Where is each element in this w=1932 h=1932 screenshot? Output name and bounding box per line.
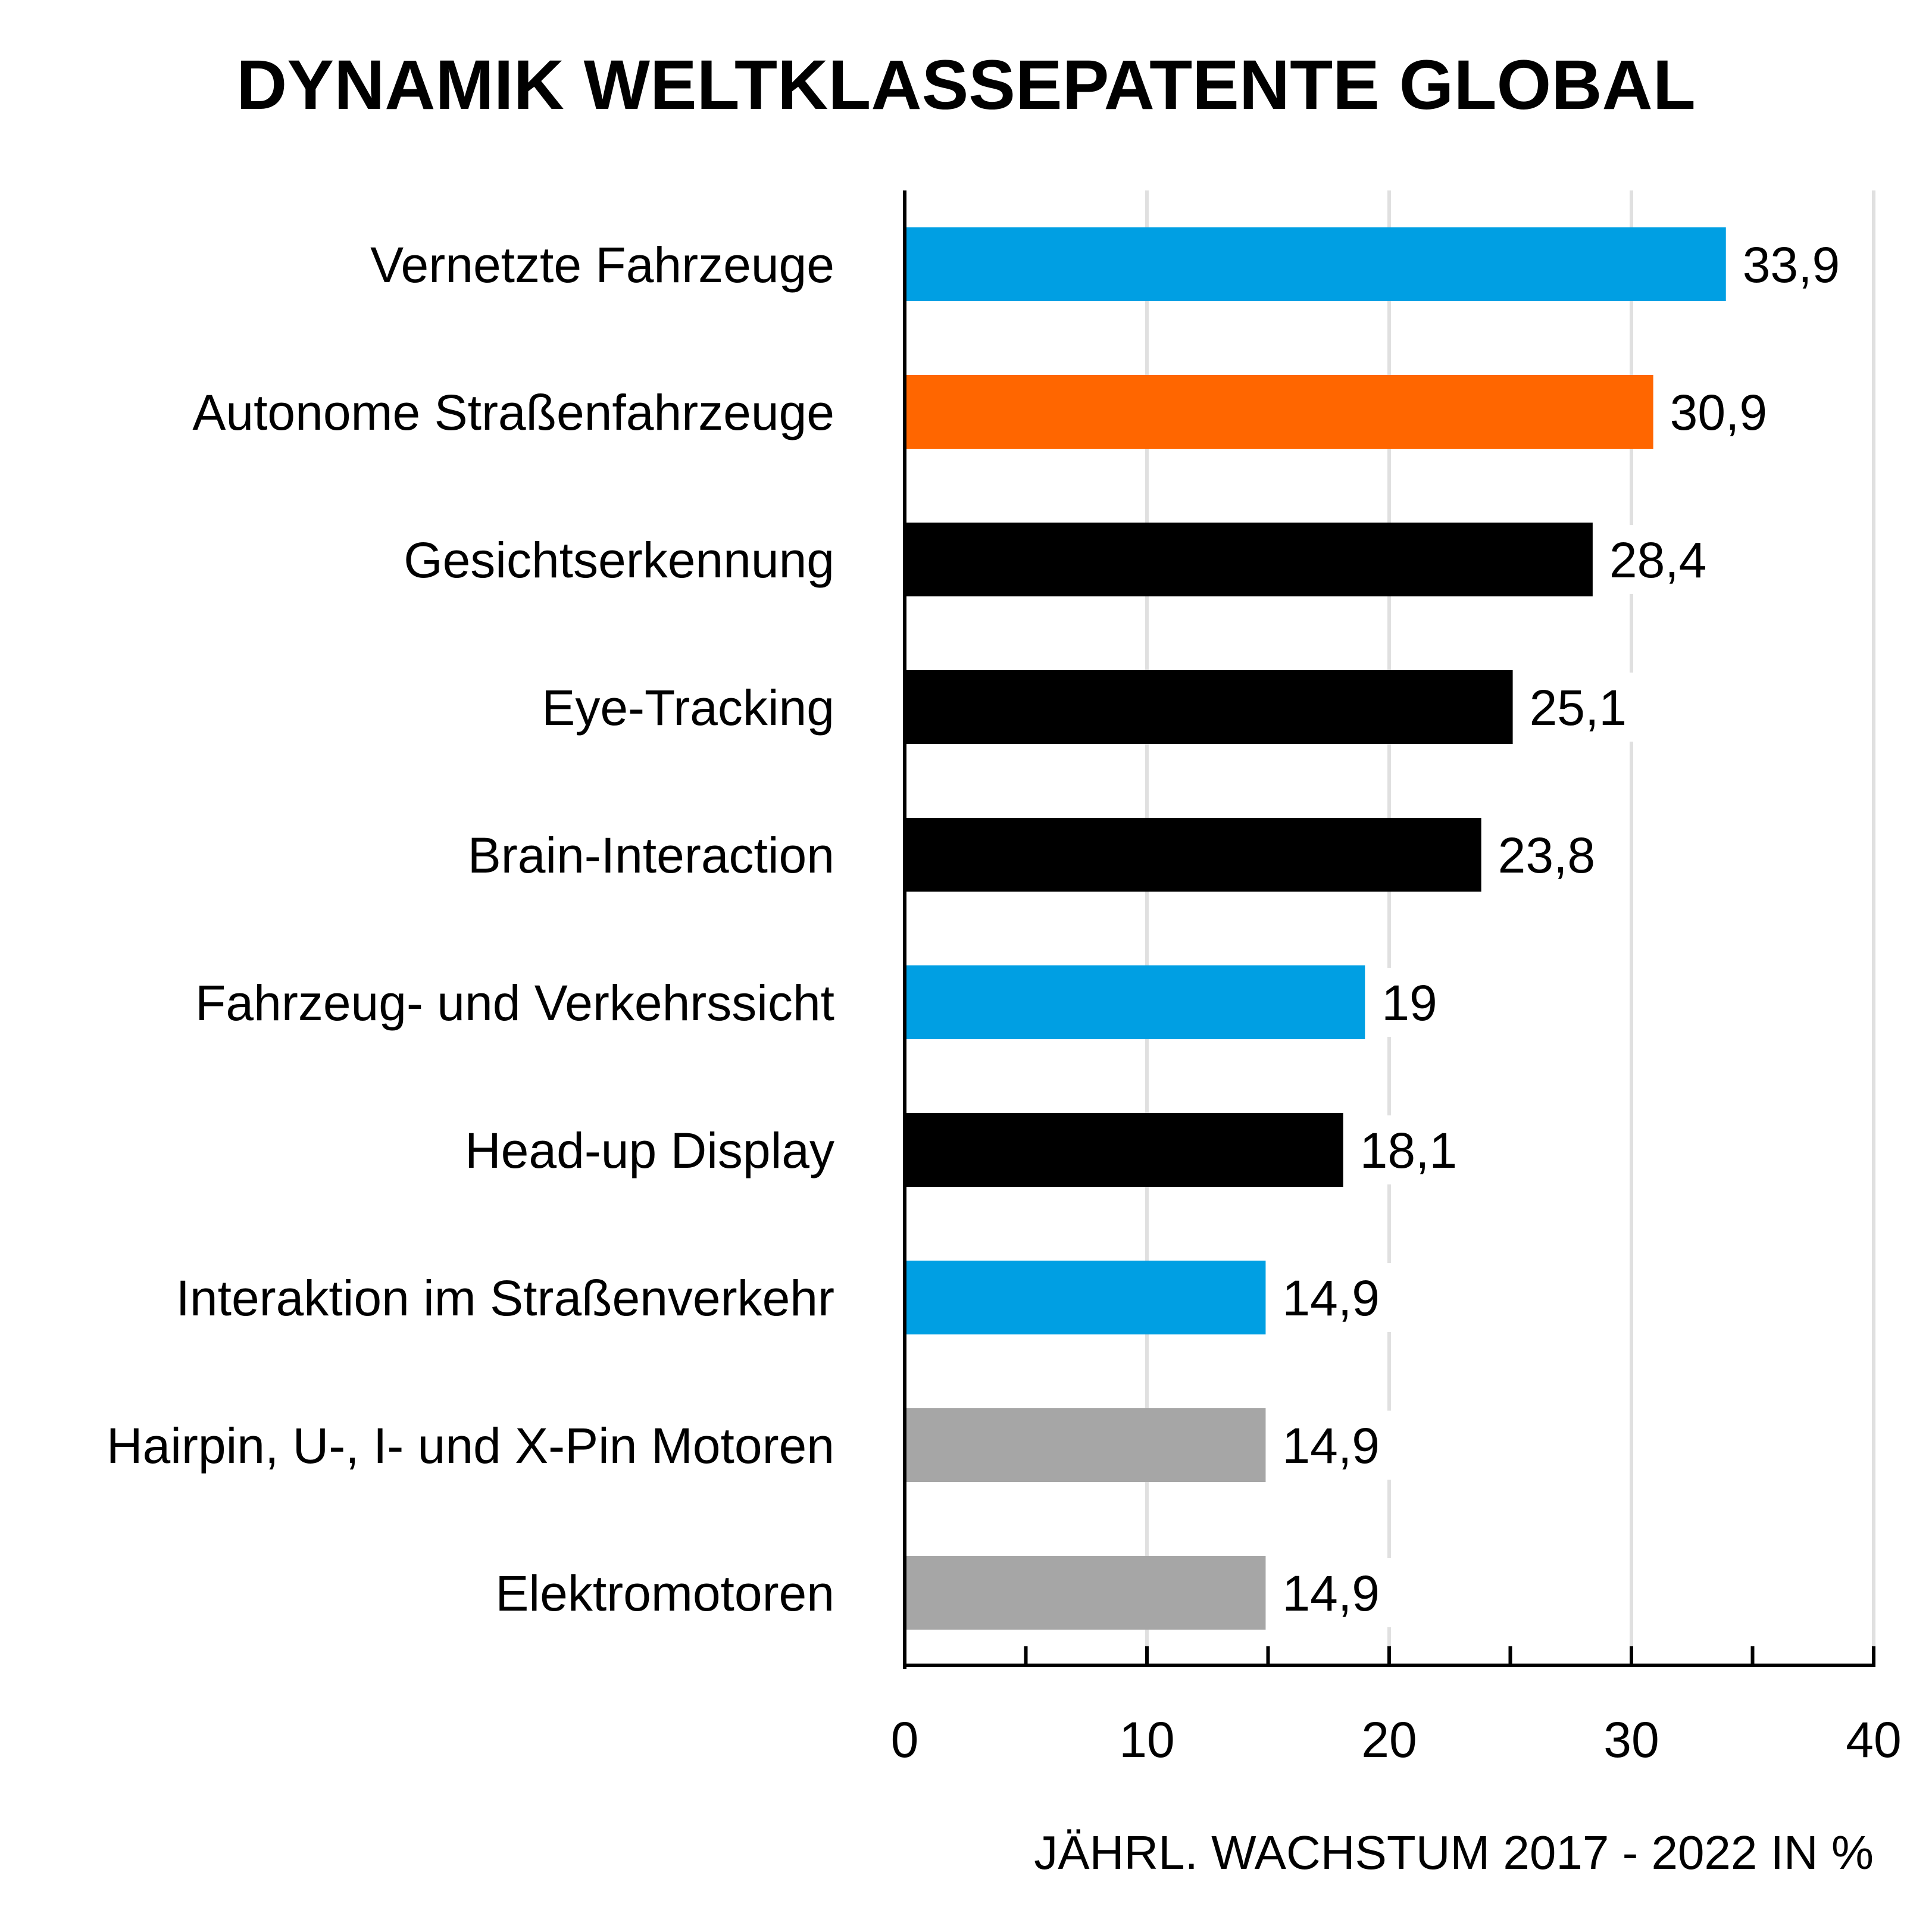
x-axis-title: JÄHRL. WACHSTUM 2017 - 2022 IN % — [1034, 1826, 1874, 1879]
data-label: 33,9 — [1743, 237, 1840, 293]
category-label: Autonome Straßenfahrzeuge — [192, 384, 834, 440]
data-label: 30,9 — [1670, 384, 1768, 440]
data-label: 25,1 — [1530, 680, 1627, 736]
data-label: 18,1 — [1360, 1123, 1458, 1178]
data-label-background — [1273, 1411, 1403, 1480]
x-tick-label: 30 — [1603, 1712, 1659, 1768]
data-label: 14,9 — [1282, 1418, 1380, 1474]
data-label-background — [1520, 673, 1650, 742]
x-tick-label: 40 — [1846, 1712, 1901, 1768]
data-label: 19 — [1381, 975, 1437, 1031]
bar — [905, 670, 1513, 744]
category-label: Vernetzte Fahrzeuge — [370, 237, 834, 293]
category-label: Gesichtserkennung — [404, 532, 834, 588]
bar — [905, 523, 1593, 596]
data-label-background — [1599, 525, 1730, 594]
data-label: 28,4 — [1609, 532, 1707, 588]
labels: Vernetzte Fahrzeuge 33,9 Autonome Straßenf… — [107, 230, 1902, 1768]
bar — [905, 818, 1481, 892]
bar — [905, 1261, 1266, 1334]
bar — [905, 1556, 1266, 1630]
category-label: Eye-Tracking — [542, 680, 834, 736]
x-tick-label: 20 — [1361, 1712, 1417, 1768]
bars — [905, 227, 1726, 1630]
data-label-background — [1273, 1263, 1403, 1332]
data-label-background — [1350, 1115, 1480, 1184]
data-label: 23,8 — [1498, 827, 1596, 883]
bar — [905, 965, 1365, 1039]
bar — [905, 1408, 1266, 1482]
category-label: Brain-Interaction — [468, 827, 834, 883]
category-label: Hairpin, U-, I- und X-Pin Motoren — [107, 1418, 834, 1474]
x-tick-label: 0 — [891, 1712, 919, 1768]
data-label: 14,9 — [1282, 1565, 1380, 1621]
data-label-background — [1488, 820, 1618, 889]
data-label-background — [1733, 230, 1863, 299]
bar — [905, 227, 1726, 301]
chart-title: DYNAMIK WELTKLASSEPATENTE GLOBAL — [236, 46, 1696, 124]
category-label: Elektromotoren — [495, 1565, 834, 1621]
axes — [903, 190, 1875, 1669]
data-label: 14,9 — [1282, 1270, 1380, 1326]
data-label-background — [1372, 968, 1446, 1037]
category-label: Fahrzeug- und Verkehrssicht — [195, 975, 834, 1031]
data-label-background — [1273, 1558, 1403, 1627]
category-label: Head-up Display — [465, 1123, 834, 1178]
x-tick-label: 10 — [1119, 1712, 1174, 1768]
category-label: Interaktion im Straßenverkehr — [176, 1270, 834, 1326]
bar — [905, 1113, 1343, 1187]
data-label-background — [1660, 377, 1790, 446]
bar — [905, 375, 1653, 449]
